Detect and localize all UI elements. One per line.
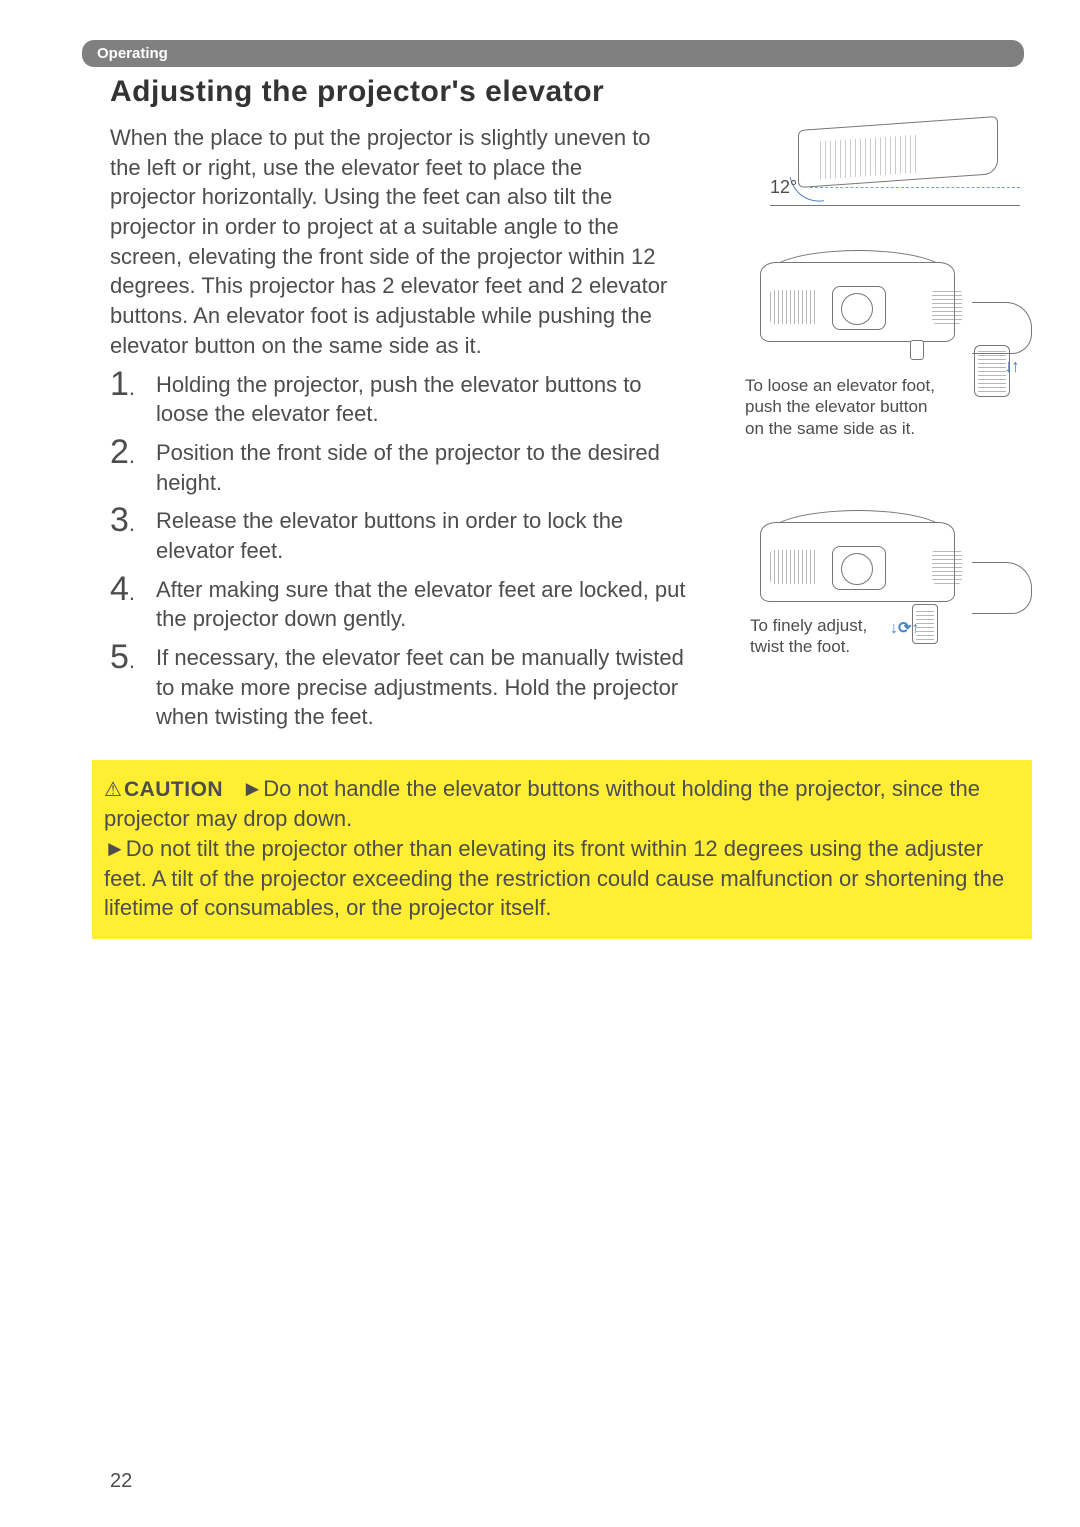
figure-tilt: 12° <box>770 130 1030 230</box>
step-number: 3. <box>110 503 156 537</box>
step-text: Position the front side of the projector… <box>156 435 696 497</box>
angle-label: 12° <box>770 177 797 198</box>
intro-paragraph: When the place to put the projector is s… <box>110 123 670 361</box>
twist-arrows-icon: ↓⟳↑ <box>890 618 919 638</box>
page-title: Adjusting the projector's elevator <box>110 75 1024 109</box>
caution-text: Do not tilt the projector other than ele… <box>104 836 1004 920</box>
figure-caption: To loose an elevator foot, push the elev… <box>745 375 945 439</box>
figure-push-button: ↓↑ To loose an elevator foot, push the e… <box>750 250 1030 460</box>
caution-label: CAUTION <box>124 778 223 801</box>
section-tab: Operating <box>82 40 1024 67</box>
caution-line-2: ►Do not tilt the projector other than el… <box>104 834 1020 923</box>
projector-front-illustration: ↓⟳↑ <box>760 510 970 620</box>
figure-twist-foot: ↓⟳↑ To finely adjust, twist the foot. <box>750 510 1030 680</box>
push-arrows-icon: ↓↑ <box>1004 356 1018 377</box>
step-number: 2. <box>110 435 156 469</box>
step-text: Holding the projector, push the elevator… <box>156 367 696 429</box>
projector-front-illustration: ↓↑ <box>760 250 970 360</box>
projector-side-illustration: 12° <box>770 130 1010 208</box>
step-text: Release the elevator buttons in order to… <box>156 503 696 565</box>
page-number: 22 <box>110 1470 132 1493</box>
caution-line-1: ⚠CAUTION ►Do not handle the elevator but… <box>104 774 1020 834</box>
hand-icon <box>972 562 1032 614</box>
step-number: 5. <box>110 640 156 674</box>
step-number: 1. <box>110 367 156 401</box>
step-text: If necessary, the elevator feet can be m… <box>156 640 696 732</box>
caution-box: ⚠CAUTION ►Do not handle the elevator but… <box>92 760 1032 939</box>
step-number: 4. <box>110 572 156 606</box>
step-text: After making sure that the elevator feet… <box>156 572 696 634</box>
caution-text: Do not handle the elevator buttons witho… <box>104 776 980 831</box>
warning-icon: ⚠ <box>104 777 122 804</box>
figure-caption: To finely adjust, twist the foot. <box>750 615 880 658</box>
